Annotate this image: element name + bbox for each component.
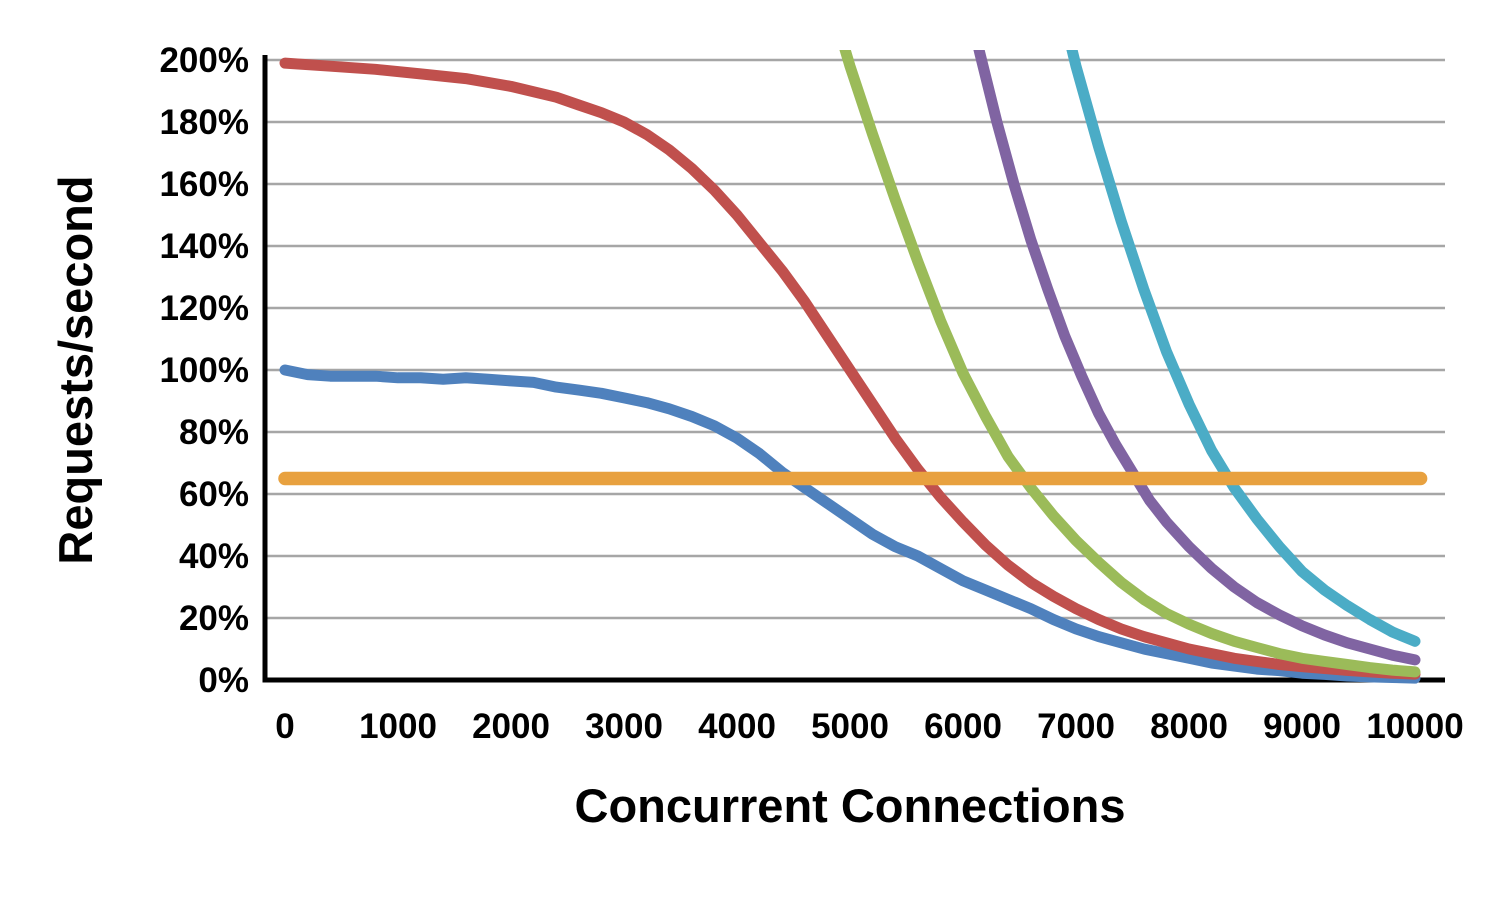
tick-labels: 0% 20% 40% 60% 80% 100% 120% 140% 160% 180% 200% 0 1…	[159, 41, 1463, 746]
series-teal-curve	[1066, 50, 1421, 647]
y-tick-label: 160%	[159, 165, 249, 204]
y-axis-title: Requests/second	[49, 175, 102, 564]
series-purple-curve	[973, 50, 1421, 666]
y-tick-label: 120%	[159, 289, 249, 328]
x-tick-label: 4000	[698, 707, 776, 746]
y-tick-label: 140%	[159, 227, 249, 266]
y-tick-label: 180%	[159, 103, 249, 142]
y-tick-label: 80%	[179, 413, 249, 452]
x-axis-title: Concurrent Connections	[575, 779, 1126, 832]
x-tick-label: 2000	[472, 707, 550, 746]
y-tick-label: 60%	[179, 475, 249, 514]
x-tick-label: 6000	[924, 707, 1002, 746]
series-red-200pct-curve	[279, 57, 1421, 680]
x-tick-label: 9000	[1263, 707, 1341, 746]
series-lines	[278, 50, 1428, 684]
x-tick-label: 8000	[1150, 707, 1228, 746]
x-tick-label: 10000	[1366, 707, 1463, 746]
y-tick-label: 40%	[179, 537, 249, 576]
y-tick-label: 0%	[198, 661, 249, 700]
x-tick-label: 3000	[585, 707, 663, 746]
x-tick-label: 7000	[1037, 707, 1115, 746]
x-tick-label: 1000	[359, 707, 437, 746]
x-tick-label: 0	[275, 707, 294, 746]
x-tick-label: 5000	[811, 707, 889, 746]
y-tick-label: 20%	[179, 599, 249, 638]
y-tick-label: 100%	[159, 351, 249, 390]
axes	[262, 55, 1445, 683]
series-blue-100pct-curve	[279, 364, 1421, 684]
y-tick-label: 200%	[159, 41, 249, 80]
series-green-curve	[839, 50, 1421, 678]
